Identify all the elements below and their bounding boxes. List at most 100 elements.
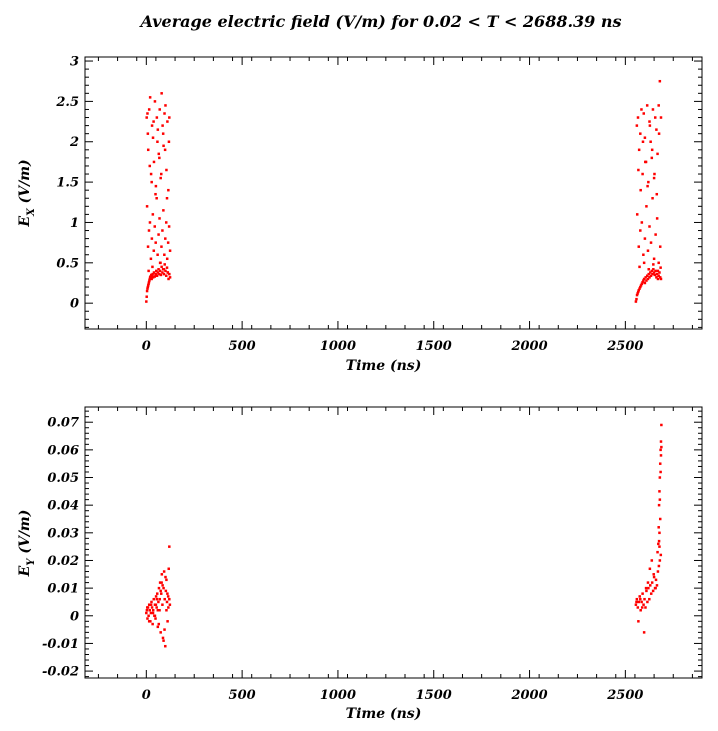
data-point [155, 196, 158, 200]
data-point [156, 609, 160, 612]
data-point [149, 611, 153, 615]
data-point [163, 112, 166, 115]
data-point [152, 120, 155, 123]
data-point [641, 280, 644, 284]
data-point [156, 128, 160, 131]
data-point [148, 221, 152, 224]
x-tick-label: 1000 [320, 688, 356, 703]
x-tick-label: 500 [229, 688, 256, 703]
y-tick-label: -0.02 [42, 665, 79, 680]
data-point [155, 273, 158, 277]
data-point [647, 586, 650, 590]
data-point [659, 553, 663, 557]
data-point [162, 209, 165, 212]
data-point [168, 116, 171, 119]
data-point [639, 285, 642, 289]
data-point [146, 132, 150, 135]
data-point [153, 100, 157, 103]
y-axis-label-main: E [17, 216, 33, 228]
plot-frame [84, 56, 703, 330]
data-point [638, 595, 641, 598]
data-point [655, 128, 658, 131]
x-tick-label: 1500 [416, 688, 452, 703]
data-point [641, 592, 644, 595]
data-point [166, 620, 169, 623]
y-tick-label: 3 [70, 55, 79, 70]
data-point [149, 257, 153, 261]
data-point [657, 539, 661, 543]
x-tick-label: 1500 [416, 339, 452, 354]
data-point [652, 176, 656, 180]
data-point [151, 611, 155, 615]
y-axis-label-main: E [17, 565, 33, 577]
data-point [145, 289, 149, 293]
data-point [161, 584, 164, 587]
data-point [649, 241, 653, 244]
data-point [157, 600, 160, 604]
data-point [648, 225, 651, 228]
data-point [649, 592, 653, 595]
y-tick-label: 0.01 [47, 582, 79, 597]
data-point [655, 272, 659, 276]
data-point [653, 273, 657, 277]
data-point [164, 269, 167, 273]
data-point [638, 265, 641, 269]
data-point [161, 271, 164, 274]
data-point [146, 284, 150, 287]
data-point [163, 148, 167, 152]
data-point [146, 148, 150, 152]
data-point [145, 295, 148, 298]
data-point [643, 281, 647, 285]
data-point [146, 112, 149, 115]
data-point [634, 603, 638, 606]
y-axis-label-subscript: Y [26, 558, 37, 566]
data-point [653, 116, 657, 119]
data-point [157, 622, 161, 626]
y-axis-label: EY (V/m) [17, 510, 37, 578]
data-point [659, 116, 663, 119]
data-point [658, 271, 661, 274]
data-point [153, 614, 157, 618]
data-point [158, 597, 161, 601]
data-point [157, 152, 161, 156]
data-point [646, 581, 650, 584]
data-point [151, 276, 155, 279]
data-point [645, 104, 649, 107]
data-point [153, 275, 156, 278]
data-point [156, 625, 160, 629]
data-point [657, 503, 661, 507]
data-point [659, 277, 663, 281]
x-tick-label: 2000 [510, 688, 547, 703]
data-point [656, 152, 659, 156]
data-point [151, 272, 154, 276]
data-point [151, 136, 155, 139]
x-tick-label: 500 [229, 339, 256, 354]
data-point [652, 268, 655, 271]
data-point [166, 592, 169, 595]
data-point [162, 586, 165, 590]
data-point [155, 269, 158, 273]
data-point [150, 237, 154, 240]
y-tick-label: 0.02 [47, 554, 79, 569]
data-point [160, 265, 163, 269]
data-point [635, 297, 638, 301]
data-point [659, 454, 663, 457]
data-point [654, 269, 657, 273]
data-point [659, 448, 662, 452]
data-point [655, 276, 658, 279]
data-point [637, 168, 640, 172]
data-point [165, 196, 169, 200]
data-point [155, 606, 158, 609]
data-point [639, 284, 643, 287]
data-point [165, 257, 169, 261]
data-point [649, 271, 652, 274]
data-point [146, 287, 149, 290]
data-point [658, 498, 662, 501]
data-point [150, 124, 154, 127]
data-point [652, 575, 656, 579]
data-point [148, 164, 152, 168]
x-tick-label: 0 [142, 339, 151, 354]
data-point [640, 221, 644, 224]
plot-panel-ex: 0 500 1000 1500 2000 2500 0 0.5 1 1.5 2 2.5 3 Time (n… [17, 55, 703, 374]
